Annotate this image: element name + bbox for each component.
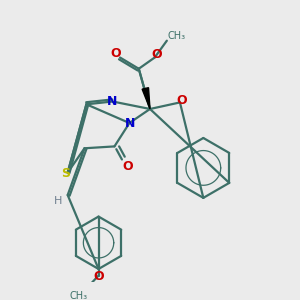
Text: O: O bbox=[122, 160, 133, 172]
Text: O: O bbox=[151, 48, 162, 61]
Text: N: N bbox=[125, 116, 136, 130]
Text: N: N bbox=[106, 95, 117, 108]
Text: O: O bbox=[110, 47, 121, 60]
Text: CH₃: CH₃ bbox=[70, 291, 88, 300]
Text: CH₃: CH₃ bbox=[167, 31, 185, 41]
Text: O: O bbox=[176, 94, 187, 107]
Text: H: H bbox=[54, 196, 62, 206]
Polygon shape bbox=[142, 88, 150, 109]
Text: S: S bbox=[61, 167, 70, 180]
Text: O: O bbox=[93, 270, 104, 283]
